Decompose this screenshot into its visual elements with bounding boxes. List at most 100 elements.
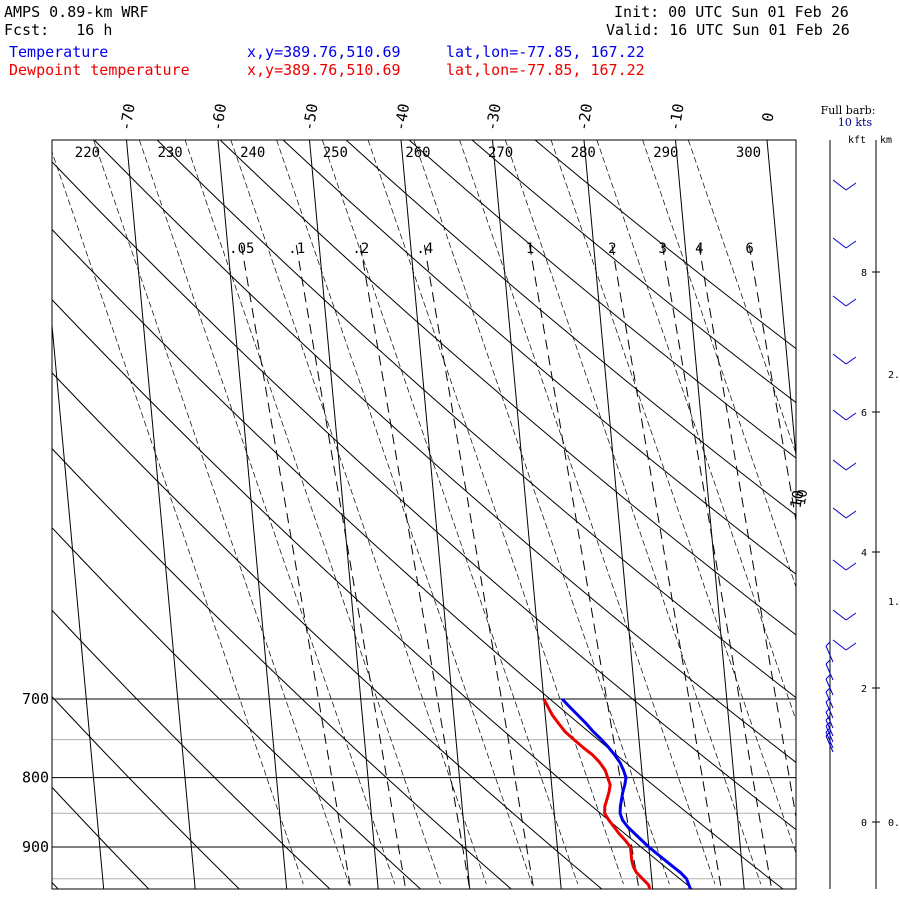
dry-adiabat-label: 260 — [405, 145, 430, 161]
mixing-ratio-label: .4 — [416, 241, 433, 257]
height-kft-label: 2 — [861, 684, 867, 695]
isotherm-label: -40 — [391, 102, 413, 132]
dry-adiabat-label: 220 — [75, 145, 100, 161]
isotherm-label: 10 — [787, 489, 808, 510]
wind-barb-flag — [825, 721, 831, 727]
wind-barb — [832, 295, 847, 307]
wind-barb — [825, 678, 834, 696]
chart-header: AMPS 0.89-km WRF Fcst: 16 h Init: 00 UTC… — [0, 0, 900, 80]
wind-barb-flag — [825, 707, 831, 713]
wind-barb-flag — [825, 641, 831, 647]
isotherm — [400, 140, 471, 889]
dry-adiabat-label: 300 — [736, 145, 761, 161]
dry-adiabat — [52, 526, 422, 889]
height-km-label: 1. — [888, 597, 900, 608]
isotherm-label: -30 — [482, 102, 504, 132]
mixing-ratio-label: 2 — [608, 241, 616, 257]
barb-speed-label: 10 — [794, 488, 811, 506]
moist-adiabat — [230, 140, 487, 885]
plot-frame — [51, 139, 797, 890]
dry-adiabat — [219, 140, 796, 636]
valid-time: Valid: 16 UTC Sun 01 Feb 26 — [606, 21, 850, 39]
wind-barb — [825, 735, 834, 753]
wind-barb-flag — [825, 674, 831, 680]
mixing-ratio-label: .1 — [288, 241, 305, 257]
isotherm — [675, 140, 745, 889]
isotherm-label: -20 — [574, 102, 596, 132]
dry-adiabat — [282, 140, 796, 575]
wind-barb — [825, 645, 834, 663]
wind-barb — [832, 409, 847, 421]
wind-barb-flag — [845, 510, 857, 519]
temperature-xy: x,y=389.76,510.69 — [247, 43, 401, 61]
mixing-ratio-label: .2 — [352, 241, 369, 257]
height-kft-label: 4 — [861, 548, 867, 559]
dewpoint-latlon: lat,lon=-77.85, 167.22 — [446, 61, 645, 79]
wind-barb — [825, 691, 834, 709]
isotherm — [859, 140, 900, 889]
grid-lines — [0, 140, 900, 889]
wind-barb-flag — [825, 715, 831, 721]
axis-labels: 7008009001000-70-60-50-40-30-20-10010220… — [22, 102, 808, 856]
isotherm — [492, 140, 562, 889]
isotherm-label: -60 — [208, 102, 230, 132]
pressure-tick-label: 900 — [22, 838, 49, 856]
wind-barb-flag — [845, 356, 857, 365]
wind-barb-flag — [825, 727, 831, 733]
wind-height-panel: Full barb: 10 kts kft km 10 0 2 4 6 8 0. 1. 2. — [794, 104, 900, 889]
barb-legend-line1: Full barb: — [821, 104, 876, 117]
moist-adiabat — [413, 140, 670, 885]
wind-barb-flag — [825, 659, 831, 665]
moist-adiabat — [321, 140, 579, 885]
isotherm — [309, 140, 379, 889]
wind-barb — [825, 725, 834, 743]
temperature-latlon: lat,lon=-77.85, 167.22 — [446, 43, 645, 61]
moist-adiabat — [184, 140, 441, 885]
dry-adiabat — [52, 299, 694, 889]
legend-dewpoint: Dewpoint temperature — [9, 61, 190, 79]
moist-adiabat — [93, 140, 350, 885]
model-title: AMPS 0.89-km WRF — [4, 3, 149, 21]
isotherm — [0, 140, 12, 889]
km-label: km — [880, 135, 892, 146]
mixing-ratio-label: 4 — [695, 241, 703, 257]
mixing-ratio-line — [359, 244, 471, 889]
temperature-line — [561, 697, 693, 889]
wind-barb-flag — [845, 562, 857, 571]
barb-legend-line2: 10 kts — [838, 116, 873, 129]
dry-adiabat — [52, 695, 240, 889]
height-km-label: 0. — [888, 818, 900, 829]
height-km-label: 2. — [888, 370, 900, 381]
moist-adiabat — [138, 140, 396, 885]
mixing-ratio-line — [423, 244, 535, 889]
kft-label: kft — [848, 135, 866, 146]
wind-barb — [832, 559, 847, 571]
dry-adiabat — [93, 140, 796, 764]
height-kft-label: 8 — [861, 268, 867, 279]
wind-barbs: 10 — [794, 179, 857, 753]
mixing-ratio-label: 6 — [745, 241, 753, 257]
isotherm — [126, 140, 196, 889]
dry-adiabat-label: 290 — [653, 145, 678, 161]
isotherm-label: -10 — [665, 102, 687, 132]
forecast-hour: Fcst: 16 h — [4, 21, 113, 39]
wind-barb — [832, 459, 847, 471]
mixing-ratio-line — [529, 244, 640, 889]
wind-barb-flag — [825, 731, 831, 737]
isotherm-label: 0 — [758, 111, 777, 123]
moist-adiabat — [550, 140, 796, 855]
dewpoint-xy: x,y=389.76,510.69 — [247, 61, 401, 79]
isotherm — [52, 319, 105, 889]
wind-barb-flag — [845, 612, 857, 621]
dry-adiabat — [408, 140, 796, 459]
wind-barb — [832, 639, 847, 651]
data-series — [542, 697, 693, 889]
wind-barb-flag — [845, 240, 857, 249]
moist-adiabat — [459, 140, 716, 885]
dry-adiabat — [52, 372, 603, 889]
moist-adiabat — [276, 140, 533, 885]
moist-adiabat — [596, 140, 796, 722]
wind-barb-flag — [825, 697, 831, 703]
wind-barb — [832, 507, 847, 519]
